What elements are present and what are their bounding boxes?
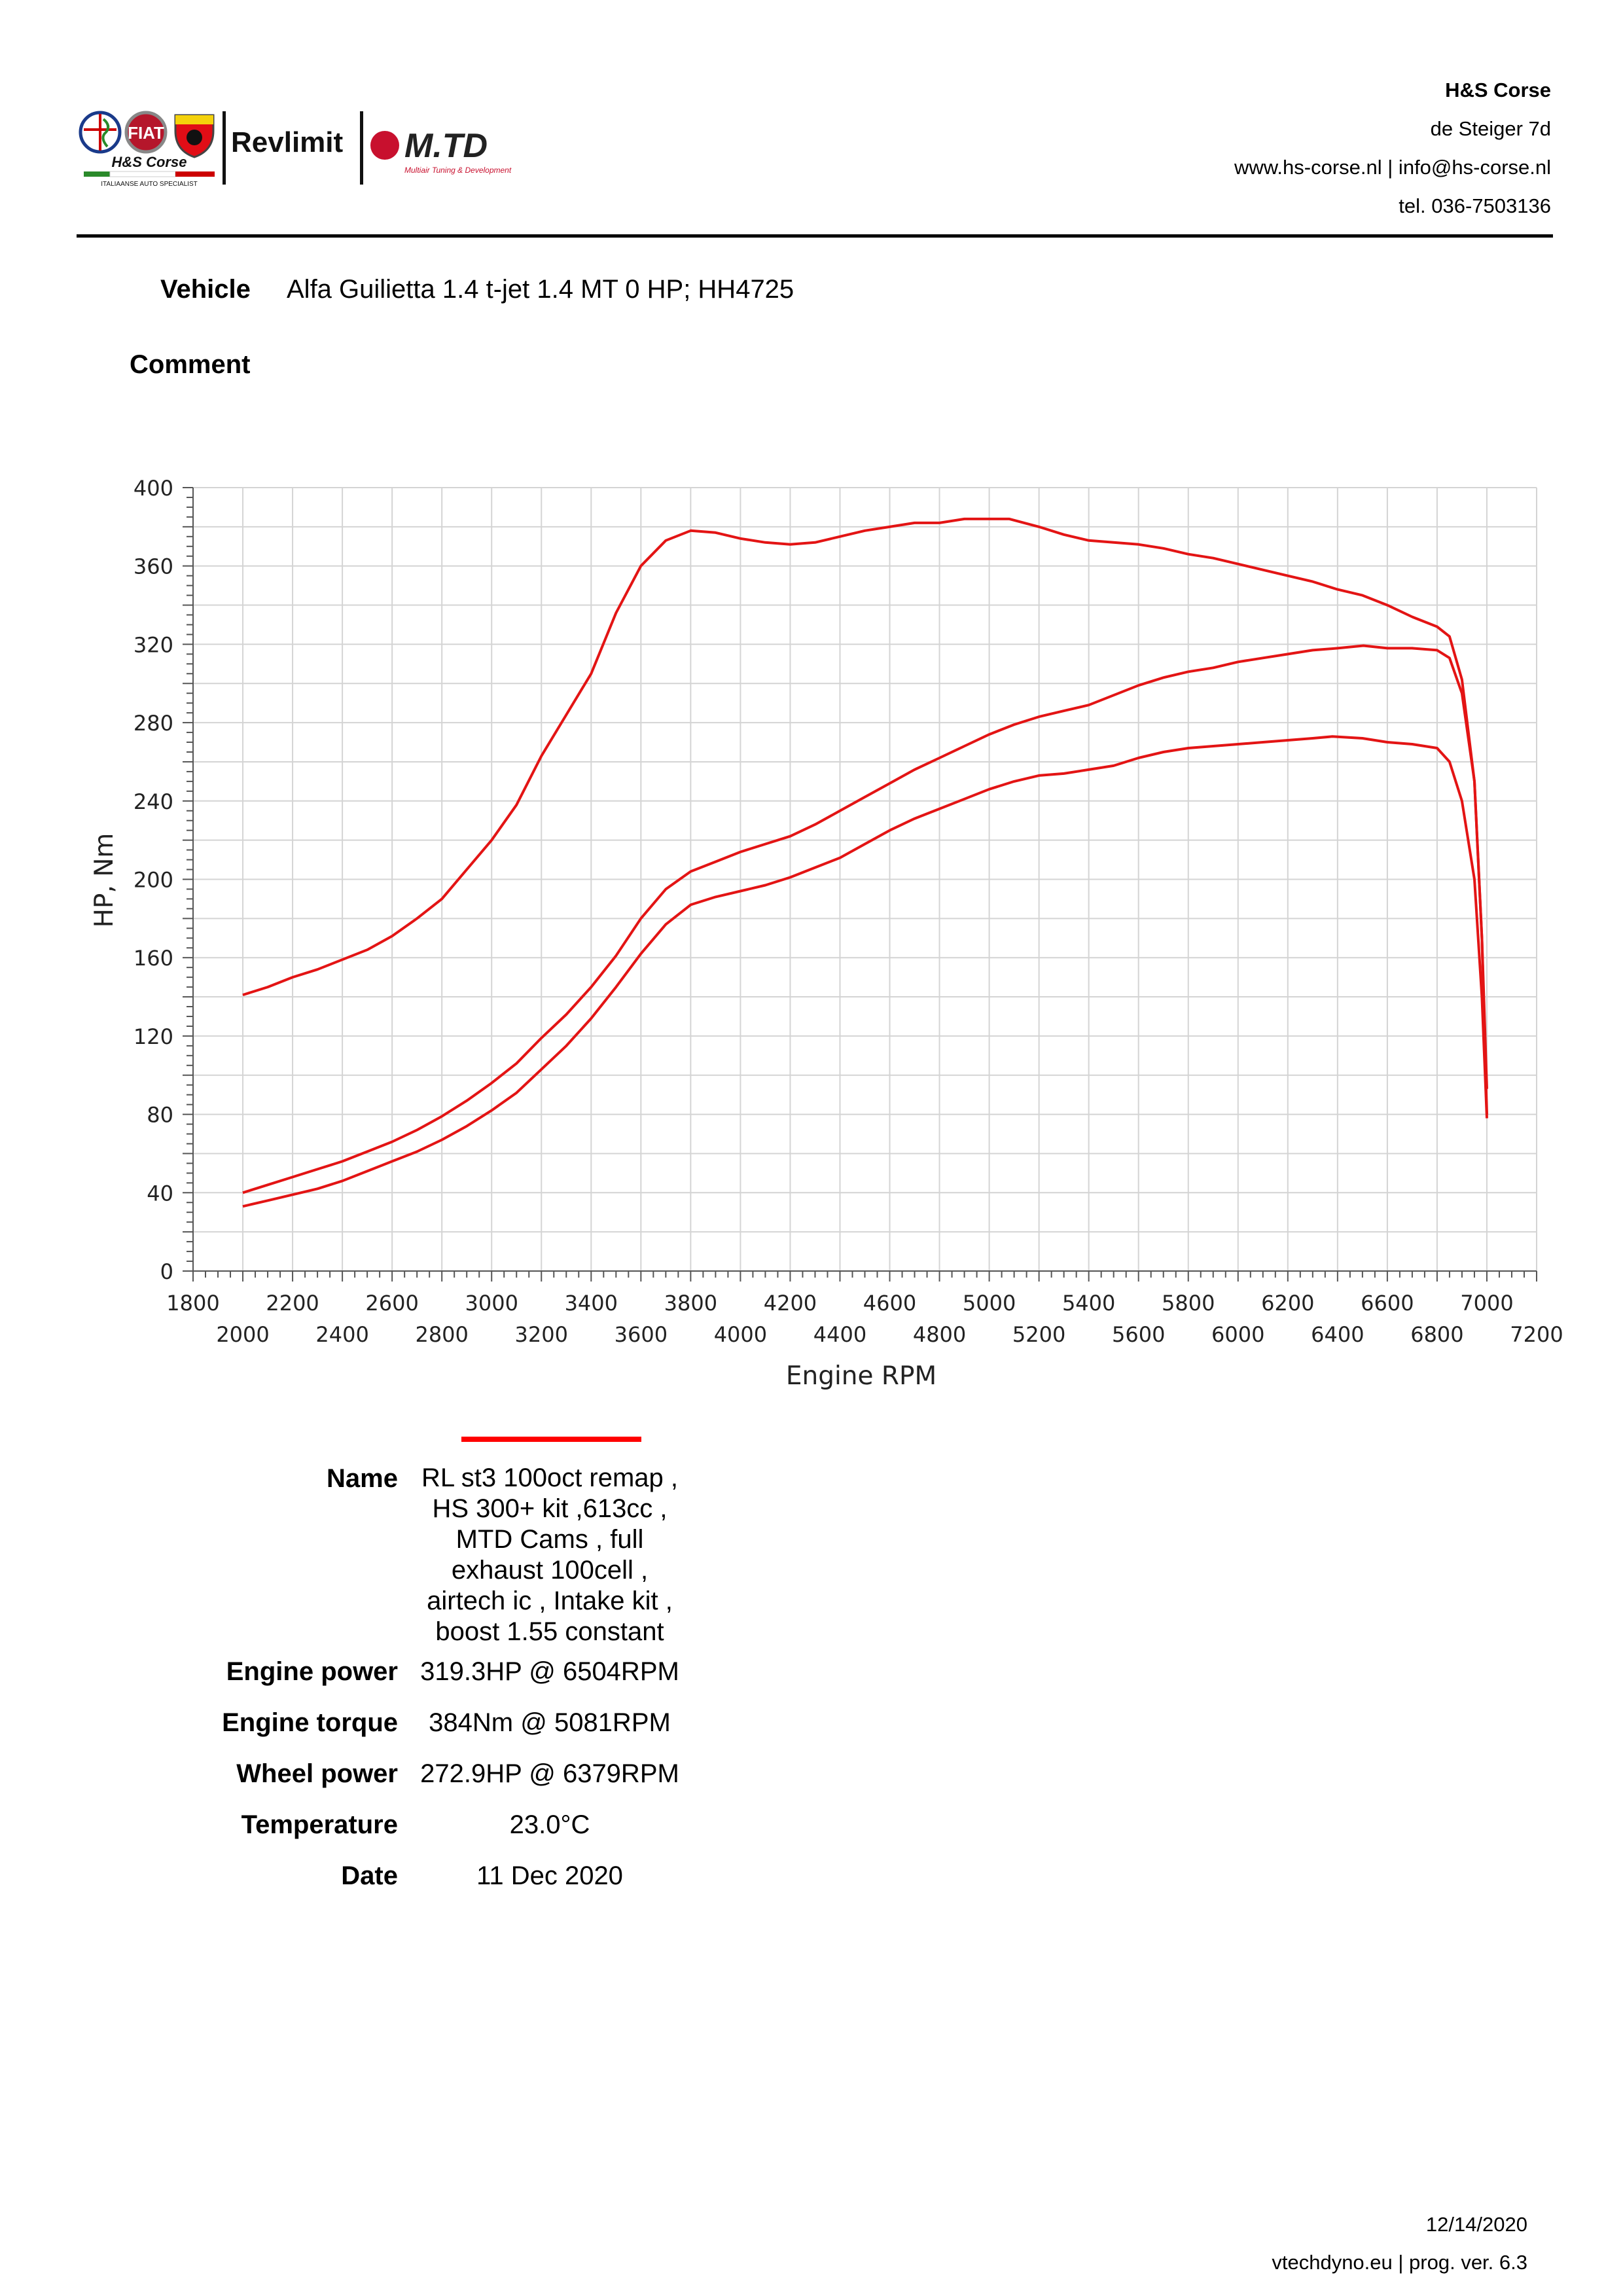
- mtd-tagline: Multiair Tuning & Development: [404, 166, 512, 175]
- dyno-chart: 0 40 80 120 160 200 240 280 320 360 400 1800 2200 260…: [90, 476, 1563, 1391]
- x-tick-label: 4000: [714, 1322, 767, 1347]
- company-street: de Steiger 7d: [1430, 117, 1551, 140]
- x-tick-label: 1800: [166, 1291, 219, 1316]
- y-tick-label: 0: [160, 1259, 173, 1284]
- x-tick-label: 6600: [1361, 1291, 1414, 1316]
- y-tick-label: 320: [134, 632, 173, 657]
- x-tick-label: 5200: [1012, 1322, 1065, 1347]
- date-value: 11 Dec 2020: [476, 1861, 623, 1890]
- date-label: Date: [341, 1861, 398, 1890]
- y-tick-label: 120: [134, 1024, 173, 1049]
- series-line-wheel-power: [242, 735, 1488, 1208]
- company-address: H&S Corse de Steiger 7d www.hs-corse.nl …: [1234, 71, 1551, 225]
- company-contact: www.hs-corse.nl | info@hs-corse.nl: [1234, 156, 1551, 179]
- footer: 12/14/2020 vtechdyno.eu | prog. ver. 6.3: [1272, 2206, 1527, 2282]
- mtd-logo-text: M.TD: [404, 127, 488, 165]
- fiat-logo: FIAT: [124, 111, 168, 154]
- engine-power-label: Engine power: [226, 1657, 398, 1686]
- comment-label: Comment: [130, 350, 251, 379]
- x-tick-label: 7000: [1460, 1291, 1513, 1316]
- name-label: Name: [327, 1464, 398, 1493]
- x-tick-label: 7200: [1510, 1322, 1563, 1347]
- x-tick-label: 5400: [1062, 1291, 1115, 1316]
- company-name: H&S Corse: [1445, 79, 1551, 101]
- run-name-line: MTD Cams , full: [455, 1525, 644, 1554]
- x-tick-label: 3600: [615, 1322, 668, 1347]
- program-version: vtechdyno.eu | prog. ver. 6.3: [1272, 2251, 1527, 2274]
- y-tick-label: 200: [134, 868, 173, 893]
- x-tick-label: 3800: [664, 1291, 717, 1316]
- series-line-torque: [242, 517, 1488, 1089]
- y-tick-label: 160: [134, 946, 173, 971]
- y-tick-label: 280: [134, 711, 173, 736]
- series-line-engine-power: [242, 644, 1488, 1194]
- run-name-line: airtech ic , Intake kit ,: [427, 1587, 673, 1615]
- vehicle-value: Alfa Guilietta 1.4 t-jet 1.4 MT 0 HP; HH…: [287, 275, 794, 304]
- header-divider: [77, 234, 1553, 238]
- run-name: RL st3 100oct remap , HS 300+ kit ,613cc…: [386, 1463, 713, 1647]
- wheel-power-label: Wheel power: [236, 1759, 398, 1788]
- company-phone: tel. 036-7503136: [1399, 194, 1551, 217]
- logo-strip: FIAT H&S Corse ITALIAANSE AUTO SPECIALIS…: [79, 111, 512, 188]
- x-axis-label: Engine RPM: [786, 1361, 936, 1391]
- y-tick-label: 240: [134, 789, 173, 814]
- x-tick-label: 3000: [465, 1291, 518, 1316]
- x-tick-label: 5800: [1162, 1291, 1215, 1316]
- chart-series: [242, 517, 1488, 1208]
- x-tick-label: 6800: [1410, 1322, 1463, 1347]
- chart-ticks: 0 40 80 120 160 200 240 280 320 360 400 1800 2200 260…: [134, 476, 1563, 1347]
- svg-text:FIAT: FIAT: [128, 123, 164, 143]
- engine-torque-label: Engine torque: [222, 1708, 398, 1737]
- revlimit-logo: Revlimit: [231, 126, 344, 158]
- abarth-logo: [174, 114, 215, 158]
- chart-grid: [192, 487, 1537, 1272]
- x-tick-label: 2400: [315, 1322, 368, 1347]
- x-tick-label: 4600: [863, 1291, 916, 1316]
- x-tick-label: 2200: [266, 1291, 319, 1316]
- x-tick-label: 3200: [515, 1322, 568, 1347]
- run-name-line: HS 300+ kit ,613cc ,: [432, 1494, 668, 1523]
- x-tick-label: 2800: [415, 1322, 468, 1347]
- y-tick-label: 360: [134, 554, 173, 579]
- x-tick-label: 4800: [913, 1322, 966, 1347]
- x-tick-label: 6400: [1311, 1322, 1364, 1347]
- temperature-value: 23.0°C: [509, 1810, 590, 1839]
- x-tick-label: 2000: [216, 1322, 269, 1347]
- alfa-romeo-logo: [79, 111, 122, 154]
- x-tick-label: 4200: [764, 1291, 817, 1316]
- run-name-line: exhaust 100cell ,: [451, 1556, 649, 1585]
- x-tick-label: 6000: [1211, 1322, 1264, 1347]
- x-tick-label: 4400: [813, 1322, 866, 1347]
- print-date: 12/14/2020: [1425, 2213, 1527, 2236]
- run-name-line: RL st3 100oct remap ,: [421, 1463, 679, 1492]
- engine-power-value: 319.3HP @ 6504RPM: [420, 1657, 679, 1686]
- vehicle-label: Vehicle: [160, 275, 251, 304]
- mtd-logo: M.TD Multiair Tuning & Development: [370, 127, 512, 175]
- engine-torque-value: 384Nm @ 5081RPM: [429, 1708, 671, 1737]
- x-tick-label: 2600: [365, 1291, 418, 1316]
- y-tick-label: 40: [147, 1181, 173, 1206]
- wheel-power-value: 272.9HP @ 6379RPM: [420, 1759, 679, 1788]
- x-tick-label: 5600: [1112, 1322, 1165, 1347]
- x-tick-label: 3400: [565, 1291, 618, 1316]
- legend-swatch: [461, 1437, 641, 1442]
- x-tick-label: 5000: [963, 1291, 1016, 1316]
- revlimit-logo-text: Revlimit: [231, 126, 344, 158]
- y-tick-label: 80: [147, 1103, 173, 1128]
- hs-corse-logo-text: H&S Corse: [112, 154, 187, 170]
- hs-corse-tagline: ITALIAANSE AUTO SPECIALIST: [101, 181, 197, 188]
- run-name-line: boost 1.55 constant: [435, 1617, 664, 1646]
- temperature-label: Temperature: [241, 1810, 398, 1839]
- y-tick-label: 400: [134, 476, 173, 501]
- y-axis-label: HP, Nm: [90, 833, 119, 928]
- x-tick-label: 6200: [1261, 1291, 1314, 1316]
